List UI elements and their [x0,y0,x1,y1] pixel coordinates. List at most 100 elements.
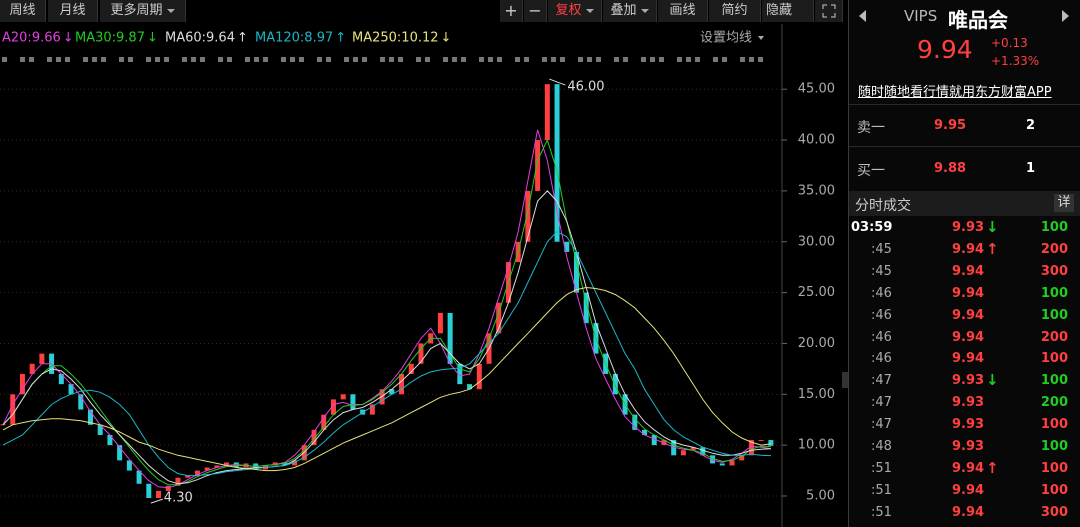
trade-arrow: ↑ [986,458,999,477]
tab[interactable]: 月线 [48,0,98,22]
legend-label: MA30:9.87 [75,31,145,46]
trade-arrow: ↓ [986,371,999,390]
candle [612,373,618,395]
trade-price: 9.94 [952,460,985,476]
candle [136,470,142,484]
event-marker [191,57,196,62]
candle [496,302,502,334]
event-marker [227,57,232,62]
trade-time: :48 [871,439,892,454]
candle [175,477,181,486]
trade-volume: 200 [1040,395,1068,411]
candle [97,424,103,435]
y-tick-label: 5.00 [806,488,835,503]
trade-volume: 100 [1040,285,1068,301]
caret [640,8,649,13]
event-marker [200,57,205,62]
trade-volume: 100 [1040,439,1068,454]
dropdown[interactable]: 叠加 [603,0,657,22]
event-marker [389,57,394,62]
trade-time: :47 [871,417,892,433]
candle [68,384,74,395]
zoom-in[interactable]: + [500,0,523,22]
trade-price: 9.93 [952,439,985,454]
candle [690,447,696,451]
ma-line [2,190,771,485]
y-tick-label: 40.00 [798,133,835,148]
detail-button[interactable]: 详 [1054,194,1074,212]
event-marker [596,57,601,62]
candle [340,394,346,400]
candle [544,84,550,141]
trade-time: :46 [871,329,892,345]
candle [418,343,424,364]
candle [399,373,405,395]
trade-volume: 100 [1040,307,1068,323]
panel-handle[interactable] [842,372,848,388]
trade-volume: 100 [1040,417,1068,433]
event-marker [587,57,592,62]
y-tick-label: 20.00 [798,336,835,351]
trade-time: 03:59 [851,220,893,235]
bid-volume: 1 [1026,161,1036,176]
dropdown[interactable]: 更多周期 [100,0,186,22]
y-tick-label: 45.00 [798,82,835,97]
candle [224,462,230,466]
trade-price: 9.93 [952,417,985,433]
event-marker [56,57,61,62]
trade-arrow: ↑ [986,239,999,258]
candle [214,465,220,468]
dropdown[interactable]: 复权 [548,0,602,22]
promo-link[interactable]: 随时随地看行情就用东方财富APP [858,85,1052,100]
caret [758,36,764,40]
event-marker [758,57,763,62]
event-marker [362,57,367,62]
trade-volume: 100 [1040,482,1068,498]
button[interactable]: 画线 [658,0,708,22]
next[interactable] [1061,10,1069,22]
trade-volume: 100 [1040,373,1068,389]
candle [583,292,589,324]
trade-price: 9.94 [952,285,985,301]
caret [166,8,175,13]
candle [768,440,774,446]
y-tick-label: 25.00 [798,285,835,300]
y-tick-label: 15.00 [798,387,835,402]
fullscreen[interactable] [815,0,843,22]
ma-settings[interactable]: 设置均线 [700,31,752,46]
trade-time: :46 [871,307,892,323]
tab[interactable]: 周线 [0,0,46,22]
candle [408,363,414,374]
candle [729,460,735,466]
event-marker [263,57,268,62]
event-marker [2,57,7,62]
divider [849,146,1080,147]
trade-time: :51 [871,460,892,476]
candle [573,251,579,293]
trade-price: 9.94 [952,351,985,367]
candle [78,394,84,410]
trade-time: :47 [871,373,892,389]
candle [651,434,657,446]
event-marker [641,57,646,62]
trade-time: :45 [871,263,892,279]
event-marker [740,57,745,62]
button[interactable]: 隐藏 [762,0,814,22]
label: 复权 [555,3,582,18]
event-marker [254,57,259,62]
prev[interactable] [859,10,867,22]
candle [272,462,278,466]
event-marker [416,57,421,62]
trade-volume: 200 [1040,241,1068,257]
candle [19,373,25,395]
candle [680,450,686,456]
zoom-out[interactable]: − [524,0,547,22]
trade-volume: 100 [1040,460,1068,476]
event-marker [380,57,385,62]
caret [585,8,594,13]
button[interactable]: 简约 [709,0,761,22]
legend-trend: ↑ [237,31,248,46]
bid-label: 买一 [857,163,885,179]
trade-time: :45 [871,241,892,257]
legend-trend: ↓ [63,31,74,46]
